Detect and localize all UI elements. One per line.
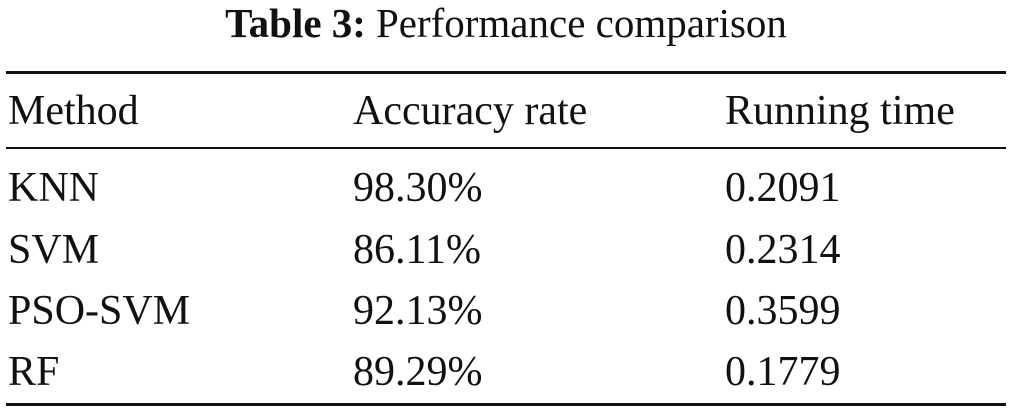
table-cell: 0.3599 <box>725 288 841 334</box>
caption: Table 3: Performance comparison <box>0 0 1012 46</box>
table-cell: 86.11% <box>353 227 481 273</box>
header-cell: Accuracy rate <box>353 88 588 134</box>
top-rule <box>6 71 1006 74</box>
caption-label: Table 3: <box>225 0 366 46</box>
bottom-rule <box>6 403 1006 406</box>
table-cell: 0.2314 <box>725 227 841 273</box>
table-cell: KNN <box>8 165 99 211</box>
table-cell: 89.29% <box>353 349 483 395</box>
table-cell: 98.30% <box>353 165 483 211</box>
header-cell: Method <box>8 88 139 134</box>
mid-rule <box>6 147 1006 149</box>
table-cell: 0.2091 <box>725 165 841 211</box>
table-cell: RF <box>8 349 60 395</box>
header-cell: Running time <box>725 88 955 134</box>
table-cell: PSO-SVM <box>8 288 191 334</box>
table-cell: SVM <box>8 227 100 273</box>
table-cell: 92.13% <box>353 288 483 334</box>
caption-text: Performance comparison <box>375 0 787 46</box>
table-cell: 0.1779 <box>725 349 841 395</box>
